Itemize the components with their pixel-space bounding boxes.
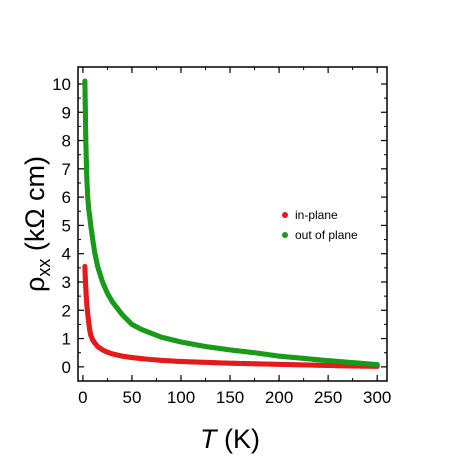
legend-label-out-of-plane: out of plane (295, 228, 358, 242)
y-tick-label: 2 (62, 301, 71, 320)
y-tick-labels: 0 1 2 3 4 5 6 7 8 9 10 (52, 75, 71, 377)
legend-marker-out-of-plane (282, 232, 288, 238)
y-tick-label: 10 (52, 75, 71, 94)
y-tick-label: 4 (62, 245, 71, 264)
axis-ticks (78, 67, 387, 381)
x-axis-unit: (K) (217, 424, 261, 454)
y-tick-label: 1 (62, 330, 71, 349)
series-out-of-plane (82, 78, 380, 368)
x-tick-label: 100 (167, 388, 195, 407)
data-series (82, 78, 380, 369)
y-tick-label: 6 (62, 188, 71, 207)
x-axis-symbol: T (200, 424, 219, 454)
y-axis-symbol: ρ (20, 277, 50, 292)
y-tick-label: 7 (62, 160, 71, 179)
legend-marker-in-plane (282, 212, 288, 218)
y-axis-title: ρxx (kΩ cm) (20, 156, 54, 292)
x-tick-label: 200 (265, 388, 293, 407)
y-tick-label: 3 (62, 273, 71, 292)
plot-frame (77, 66, 388, 382)
y-tick-label: 5 (62, 216, 71, 235)
x-tick-labels: 0 50 100 150 200 250 300 (78, 388, 391, 407)
data-point (374, 361, 380, 368)
legend: in-plane out of plane (282, 208, 358, 242)
y-axis-unit: (kΩ cm) (20, 156, 50, 259)
y-tick-label: 0 (62, 358, 71, 377)
x-tick-label: 150 (216, 388, 244, 407)
series-in-plane (82, 263, 380, 369)
y-tick-label: 8 (62, 132, 71, 151)
y-axis-subscript: xx (34, 259, 54, 277)
legend-label-in-plane: in-plane (295, 208, 338, 222)
x-tick-label: 300 (363, 388, 391, 407)
x-tick-label: 250 (314, 388, 342, 407)
y-tick-label: 9 (62, 103, 71, 122)
x-tick-label: 0 (78, 388, 87, 407)
x-tick-label: 50 (122, 388, 141, 407)
x-axis-title: T (K) (200, 424, 260, 454)
